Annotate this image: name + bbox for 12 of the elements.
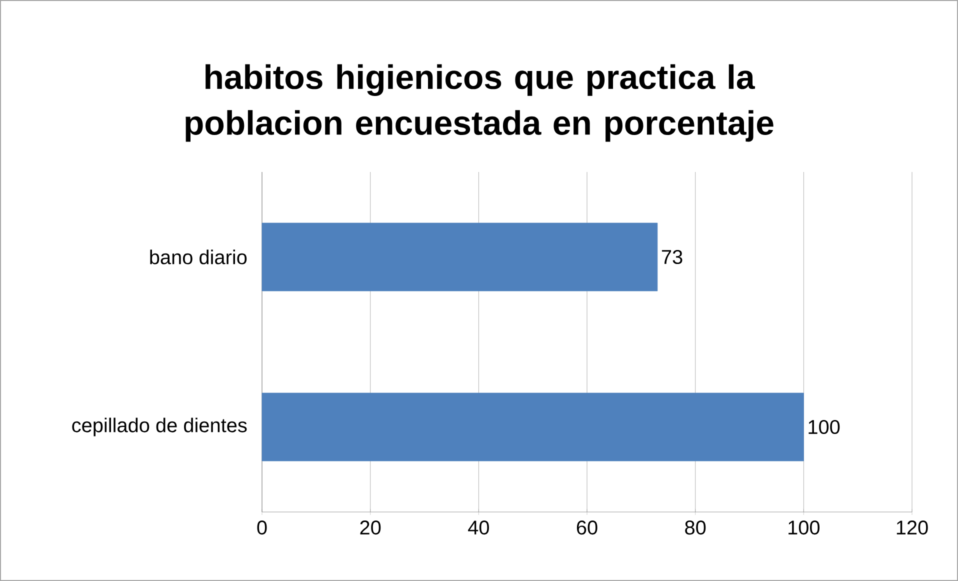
data-label: 73 (662, 250, 682, 264)
data-label: 100 (808, 420, 840, 434)
x-tick-label: 20 (360, 520, 381, 535)
x-tick-label: 40 (468, 520, 489, 535)
y-tick-label: cepillado de dientes (72, 418, 247, 436)
x-tick-label: 80 (685, 520, 706, 535)
x-tick-label: 0 (257, 520, 267, 535)
chart-title: habitos higienicos que practica la poblacion encuestada en porcentaje (186, 64, 774, 142)
x-tick-label: 100 (788, 520, 820, 535)
x-tick-label: 60 (576, 520, 598, 535)
x-tick-label: 120 (896, 520, 928, 535)
y-tick-label: bano diario (150, 250, 247, 264)
